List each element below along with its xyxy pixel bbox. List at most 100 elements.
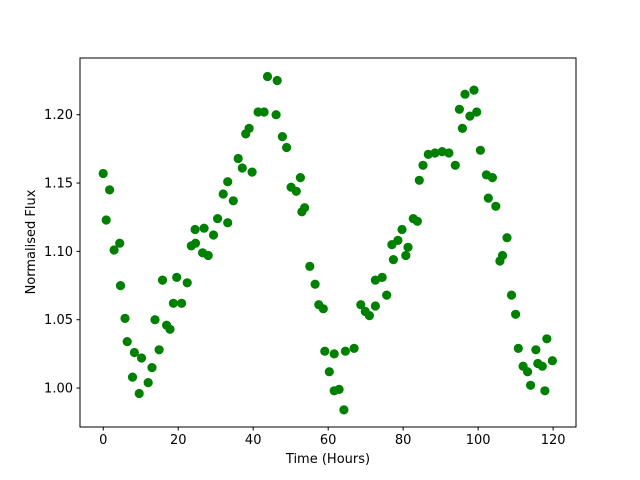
data-point [120, 313, 130, 323]
data-point [213, 214, 223, 224]
data-point [320, 346, 330, 356]
data-point [98, 168, 108, 179]
x-tick-label: 20 [170, 433, 187, 448]
data-point [472, 107, 482, 117]
data-point [223, 177, 233, 187]
data-point [547, 356, 558, 366]
data-point [199, 223, 209, 233]
y-tick-label: 1.20 [44, 108, 73, 123]
data-point [150, 315, 160, 325]
data-point [277, 132, 287, 142]
data-point [300, 203, 310, 213]
data-point [502, 233, 512, 243]
data-point [115, 238, 125, 248]
data-point [247, 167, 257, 177]
data-point [506, 290, 517, 300]
x-tick-label: 40 [245, 433, 262, 448]
data-point [136, 353, 147, 363]
data-point [244, 123, 254, 133]
data-point [272, 75, 282, 86]
data-point [450, 160, 460, 170]
data-point [393, 235, 403, 245]
data-point [147, 363, 157, 373]
data-point [377, 272, 387, 282]
data-point [109, 245, 119, 255]
data-point [382, 290, 392, 300]
data-point [454, 104, 464, 114]
data-point [143, 378, 153, 388]
data-point [537, 361, 547, 371]
data-point [523, 367, 533, 377]
data-point [497, 250, 508, 261]
data-point [101, 215, 111, 225]
data-point [531, 345, 541, 355]
data-point [310, 279, 320, 289]
data-point [469, 85, 479, 95]
data-point [475, 145, 485, 155]
data-point [513, 343, 523, 353]
data-point [356, 300, 366, 310]
x-tick-label: 0 [99, 433, 107, 448]
data-point [122, 337, 132, 347]
data-point [542, 334, 552, 344]
data-point [154, 345, 164, 355]
data-point [483, 193, 493, 203]
data-point [233, 153, 243, 164]
data-point [403, 242, 413, 252]
data-point [182, 278, 192, 288]
y-tick-label: 1.00 [44, 382, 73, 397]
data-point [457, 123, 467, 133]
x-axis-title: Time (Hours) [285, 452, 371, 467]
y-tick-label: 1.10 [44, 245, 73, 260]
data-point [165, 324, 175, 334]
data-point [364, 311, 374, 321]
data-point [190, 224, 200, 235]
data-point [540, 386, 550, 396]
data-point [444, 148, 454, 158]
data-point [115, 281, 126, 291]
data-point [401, 250, 411, 261]
data-point [414, 175, 424, 185]
data-point [305, 261, 315, 271]
data-point [282, 142, 292, 153]
data-point [349, 343, 359, 353]
data-point [262, 71, 273, 82]
y-tick-label: 1.15 [44, 177, 73, 192]
data-point [339, 405, 349, 415]
data-point [388, 255, 398, 265]
data-point [271, 110, 281, 120]
data-point [412, 216, 422, 226]
data-point [397, 224, 407, 235]
data-point [491, 201, 501, 211]
data-point [487, 173, 497, 183]
data-point [318, 304, 328, 314]
data-point [510, 309, 521, 319]
data-point [324, 367, 334, 377]
data-point [370, 301, 380, 311]
data-point [430, 148, 440, 158]
data-point [129, 347, 139, 358]
data-point [259, 107, 269, 117]
data-point [295, 173, 305, 183]
data-point [127, 372, 138, 382]
data-point [134, 388, 144, 399]
data-point [526, 380, 536, 390]
x-tick-label: 120 [541, 433, 566, 448]
data-point [228, 196, 238, 206]
data-point [329, 349, 339, 359]
data-point [237, 163, 247, 173]
x-tick-label: 60 [320, 433, 337, 448]
data-point [157, 275, 168, 285]
x-tick-label: 80 [395, 433, 412, 448]
data-point [168, 298, 178, 308]
x-tick-label: 100 [466, 433, 491, 448]
data-point [190, 238, 201, 248]
data-point [291, 186, 301, 196]
y-axis-title: Normalised Flux [24, 189, 39, 295]
data-point [208, 230, 219, 240]
data-point [105, 185, 115, 195]
data-point [340, 346, 350, 356]
data-point [218, 189, 228, 199]
data-point [418, 160, 428, 170]
